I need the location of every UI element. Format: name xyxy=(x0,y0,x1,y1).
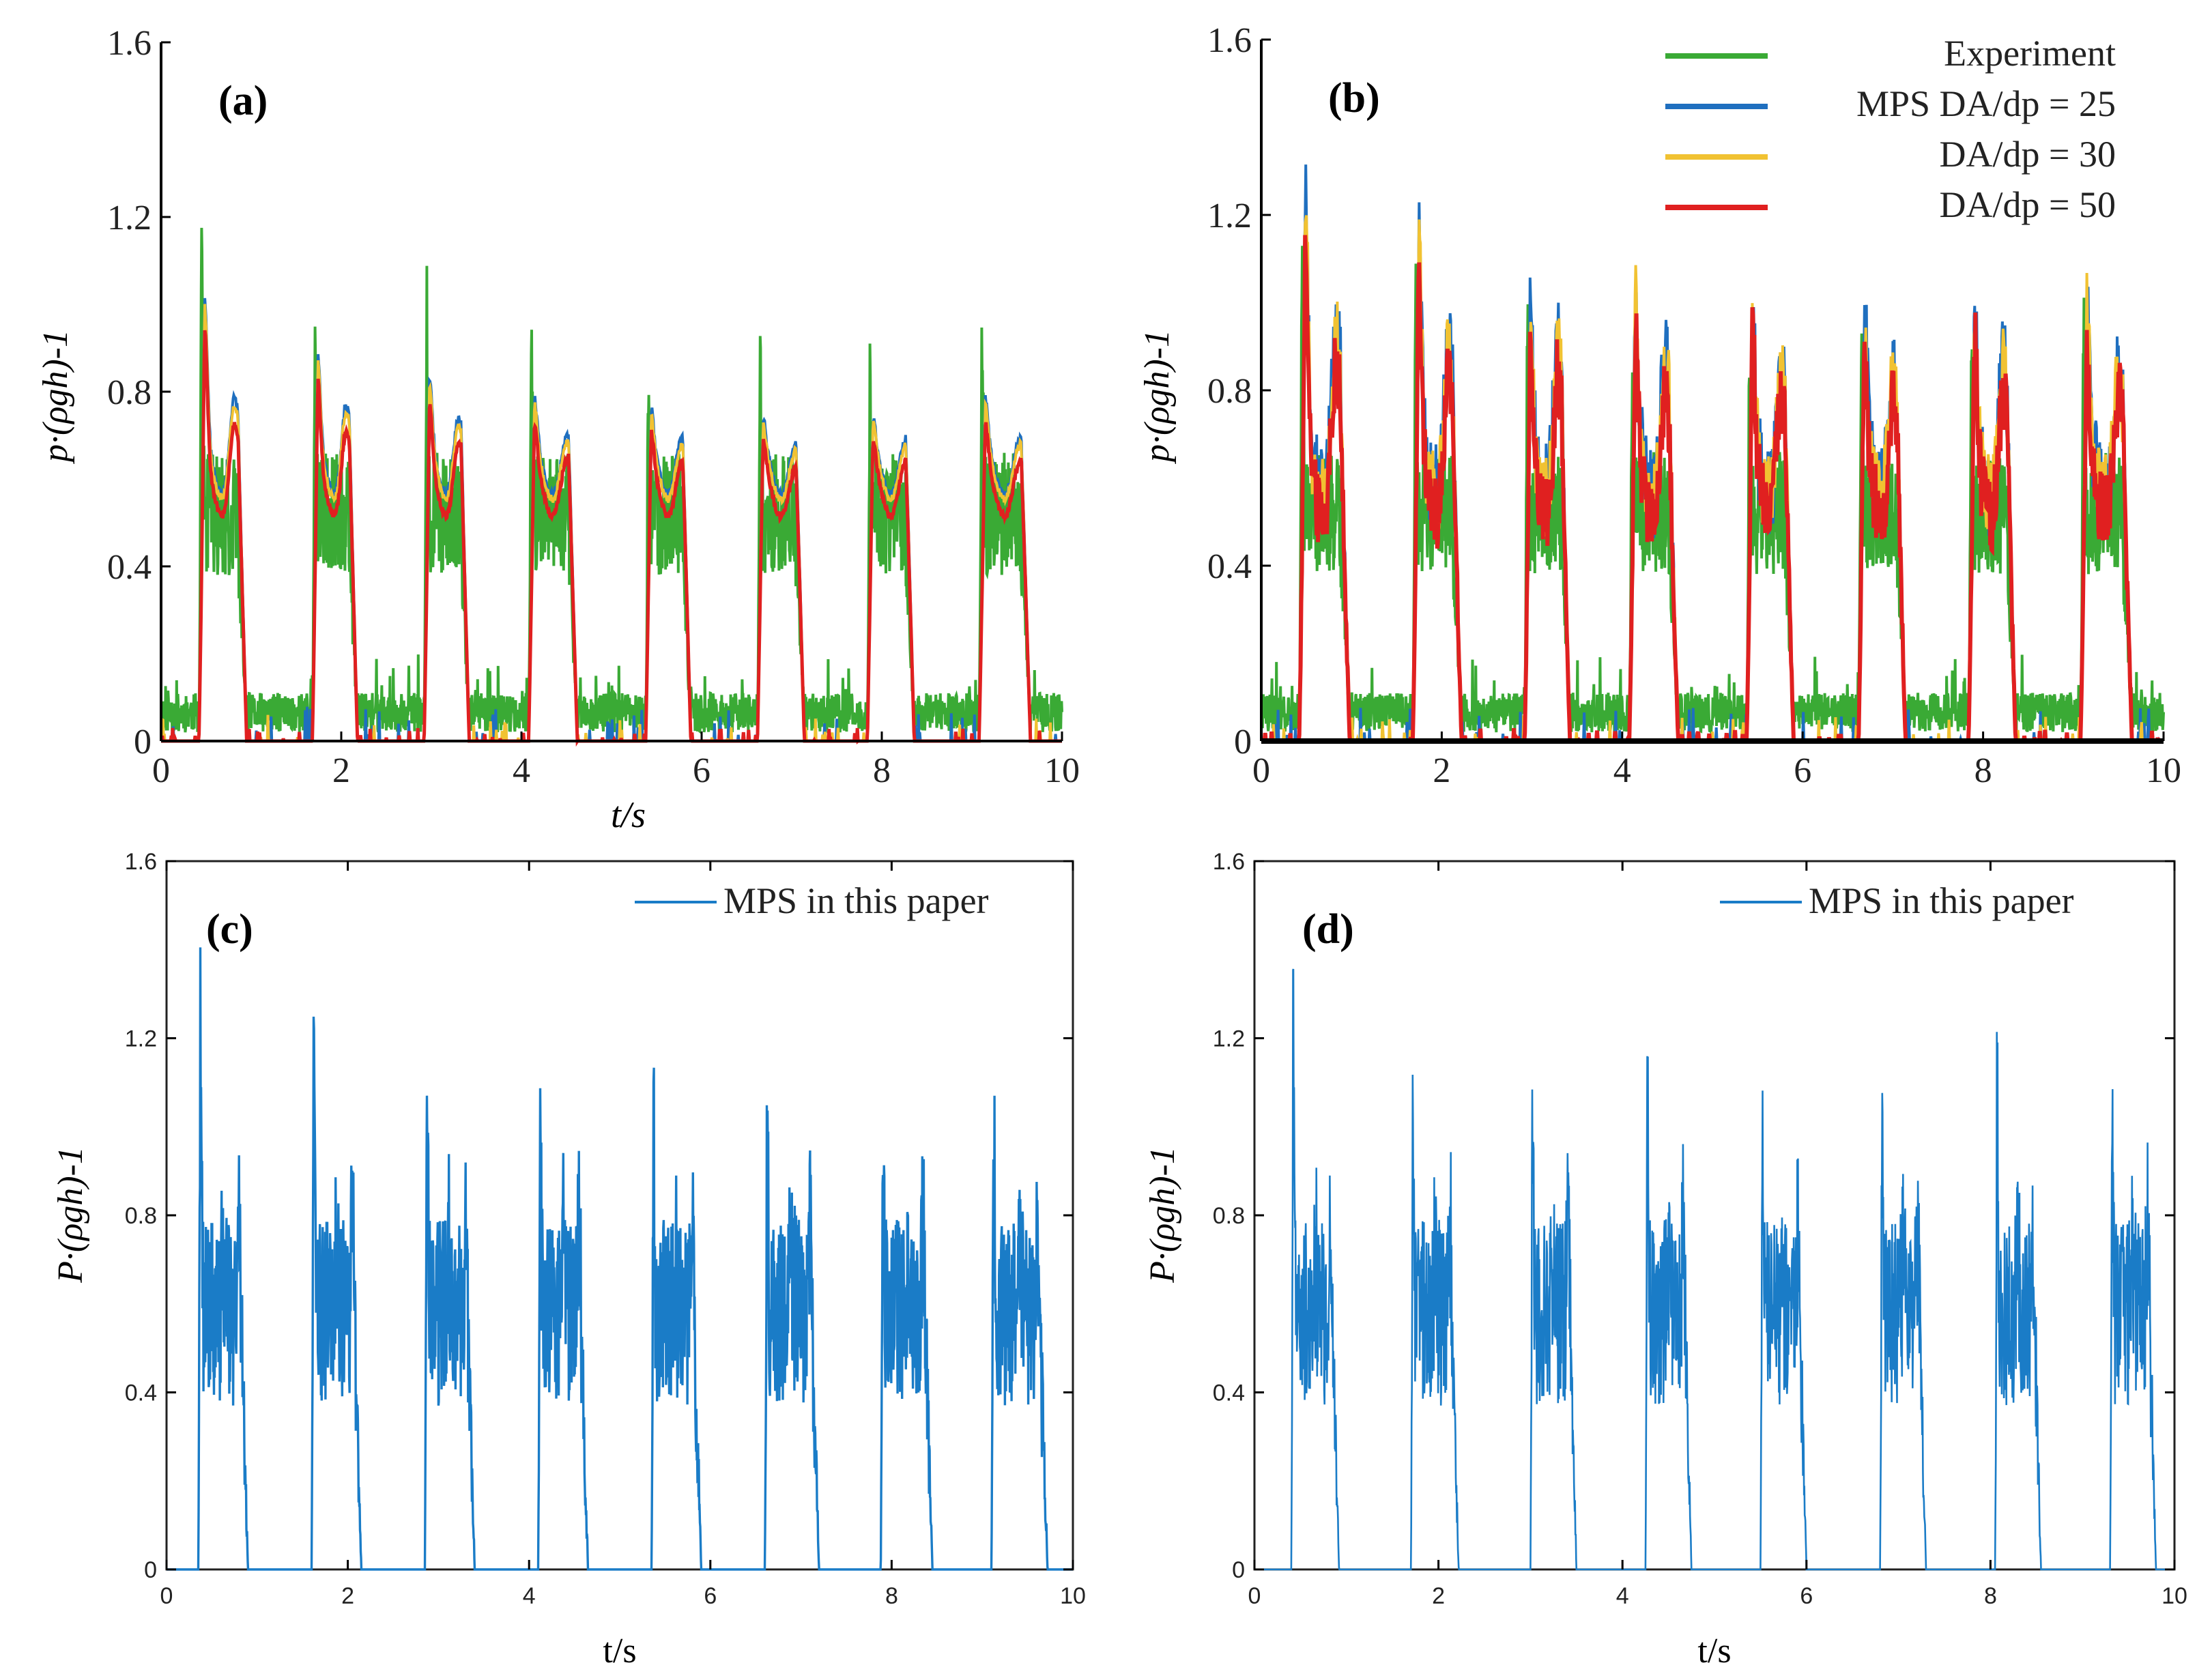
y-tick-label: 0 xyxy=(1234,723,1252,762)
x-tick-label: 0 xyxy=(160,1583,173,1609)
y-tick-label: 1.6 xyxy=(125,849,157,875)
x-tick-label: 4 xyxy=(1616,1583,1629,1609)
x-tick-label: 6 xyxy=(693,751,710,790)
x-ticks-d: 0 2 4 6 8 10 xyxy=(1248,861,2187,1609)
y-tick-label: 0.4 xyxy=(1213,1380,1245,1406)
x-tick-label: 8 xyxy=(885,1583,898,1609)
legend-label: MPS in this paper xyxy=(1809,880,2074,921)
panel-a: 0 2 4 6 8 10 0 0.4 0.8 1.2 1.6 (a) t/s p·(ρgh)-1 xyxy=(36,24,1080,835)
legend-c: MPS in this paper xyxy=(635,880,989,921)
x-tick-label: 10 xyxy=(2146,751,2181,790)
y-ticks-b: 0 0.4 0.8 1.2 1.6 xyxy=(1207,21,1271,762)
x-tick-label: 6 xyxy=(1800,1583,1813,1609)
y-tick-label: 0 xyxy=(1232,1557,1245,1583)
plot-area-a xyxy=(160,227,1063,747)
y-tick-label: 1.6 xyxy=(1213,849,1245,875)
y-tick-label: 0.8 xyxy=(1213,1203,1245,1229)
y-tick-label: 0.4 xyxy=(125,1380,157,1406)
x-tick-label: 6 xyxy=(1794,751,1811,790)
panel-label-c: (c) xyxy=(206,906,253,953)
x-axis-label-c: t/s xyxy=(603,1632,636,1670)
x-tick-label: 4 xyxy=(1613,751,1631,790)
series-mps-this-paper xyxy=(1254,968,2174,1571)
x-tick-label: 8 xyxy=(1975,751,1992,790)
panel-label-a: (a) xyxy=(218,78,268,124)
panel-c: 0 2 4 6 8 10 00.40.81.21.6 (c) t/s P·(ρgh)-1 … xyxy=(51,849,1086,1670)
y-axis-label-b: p·(ρgh)-1 xyxy=(1138,330,1177,465)
x-ticks-c: 0 2 4 6 8 10 xyxy=(160,861,1086,1609)
x-tick-label: 6 xyxy=(704,1583,717,1609)
legend-label: MPS in this paper xyxy=(723,880,989,921)
panel-label-d: (d) xyxy=(1302,906,1354,953)
y-tick-label: 1.2 xyxy=(1213,1026,1245,1052)
series-experiment xyxy=(1260,246,2165,737)
y-tick-label: 0.4 xyxy=(107,548,152,587)
legend-d: MPS in this paper xyxy=(1720,880,2074,921)
legend-label: MPS DA/dp = 25 xyxy=(1856,83,2116,124)
x-tick-label: 4 xyxy=(513,751,530,790)
legend-label: DA/dp = 50 xyxy=(1940,184,2116,225)
y-tick-label: 0.8 xyxy=(125,1203,157,1229)
x-tick-label: 4 xyxy=(523,1583,536,1609)
y-ticks-d: 0 0.4 0.8 1.2 1.6 xyxy=(1213,849,2174,1583)
legend-label: Experiment xyxy=(1944,33,2116,74)
series-experiment xyxy=(160,227,1063,736)
panel-b: 0 2 4 6 8 10 0 0.4 0.8 1.2 1.6 (b) p·(ρgh)-1 Expe… xyxy=(1138,21,2181,790)
legend-label: DA/dp = 30 xyxy=(1940,134,2116,175)
x-ticks-a: 0 2 4 6 8 10 xyxy=(152,732,1080,790)
x-tick-label: 10 xyxy=(2162,1583,2187,1609)
y-tick-label: 1.2 xyxy=(1207,197,1252,235)
x-tick-label: 2 xyxy=(1433,751,1450,790)
y-tick-label: 1.6 xyxy=(1207,21,1252,60)
series-mps-25 xyxy=(161,298,1062,742)
legend-b: Experiment MPS DA/dp = 25 DA/dp = 30 DA/dp … xyxy=(1665,33,2116,225)
y-ticks-a: 0 0.4 0.8 1.2 1.6 xyxy=(107,24,171,762)
y-axis-label-a: p·(ρgh)-1 xyxy=(36,330,75,465)
y-tick-label: 1.6 xyxy=(107,24,152,63)
panel-d: 0 2 4 6 8 10 00.40.81.21.6 (d) t/s P·(ρgh)-1 … xyxy=(1143,849,2187,1670)
x-tick-label: 8 xyxy=(873,751,891,790)
y-tick-label: 1.2 xyxy=(107,199,152,237)
series-mps-30 xyxy=(1261,215,2164,742)
y-tick-label: 0 xyxy=(134,723,152,762)
x-tick-label: 8 xyxy=(1984,1583,1997,1609)
x-tick-label: 2 xyxy=(341,1583,354,1609)
x-tick-label: 2 xyxy=(332,751,350,790)
y-tick-label: 0.8 xyxy=(1207,372,1252,411)
series-mps-25 xyxy=(1261,164,2164,742)
x-ticks-b: 0 2 4 6 8 10 xyxy=(1252,732,2181,790)
series-mps-30 xyxy=(160,304,1062,742)
y-axis-label-c: P·(ρgh)-1 xyxy=(51,1146,90,1284)
plot-area-c xyxy=(167,947,1073,1571)
y-ticks-c: 0 0.4 0.8 1.2 1.6 xyxy=(125,849,1073,1583)
plot-area-d xyxy=(1254,968,2174,1571)
x-tick-label: 10 xyxy=(1060,1583,1086,1609)
x-axis-label-d: t/s xyxy=(1697,1632,1731,1670)
x-tick-label: 0 xyxy=(152,751,170,790)
y-tick-label: 0.8 xyxy=(107,373,152,412)
y-tick-label: 1.2 xyxy=(125,1026,157,1052)
y-tick-label: 0.4 xyxy=(1207,547,1252,586)
x-tick-label: 10 xyxy=(1044,751,1080,790)
y-axis-label-d: P·(ρgh)-1 xyxy=(1143,1146,1182,1284)
series-mps-this-paper xyxy=(167,947,1073,1571)
plot-area-b xyxy=(1260,164,2165,743)
x-tick-label: 0 xyxy=(1248,1583,1261,1609)
y-tick-label: 0 xyxy=(144,1557,157,1583)
x-tick-label: 0 xyxy=(1252,751,1270,790)
panel-label-b: (b) xyxy=(1328,75,1380,121)
series-mps-50 xyxy=(160,330,1062,747)
x-axis-label-a: t/s xyxy=(611,794,646,835)
x-tick-label: 2 xyxy=(1432,1583,1445,1609)
series-mps-50 xyxy=(1261,235,2164,743)
